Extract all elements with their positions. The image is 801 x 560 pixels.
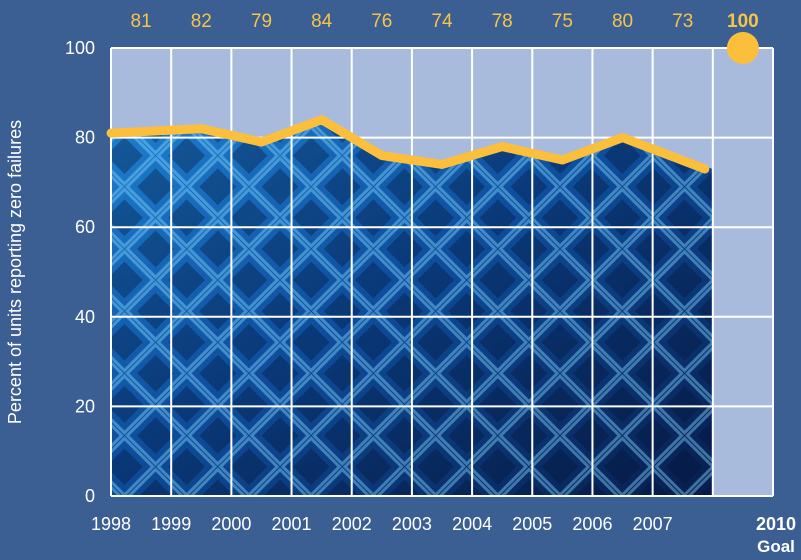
data-value-label: 80 xyxy=(612,11,633,32)
data-value-label: 73 xyxy=(672,11,693,32)
data-value-label: 78 xyxy=(492,11,513,32)
x-tick-label: 2001 xyxy=(272,514,312,534)
x-tick-label: 2003 xyxy=(392,514,432,534)
goal-marker xyxy=(726,32,759,64)
y-tick-label: 80 xyxy=(75,128,95,148)
y-tick-label: 20 xyxy=(75,396,95,416)
x-tick-label: 1998 xyxy=(91,514,131,534)
x-tick-label: 2006 xyxy=(572,514,612,534)
data-value-label: 79 xyxy=(251,11,272,32)
plot-area xyxy=(111,48,773,497)
data-value-label: 84 xyxy=(311,11,333,32)
data-line-layer xyxy=(106,32,759,174)
goal-year-label: 2010 xyxy=(756,514,796,534)
x-tick-label: 1999 xyxy=(151,514,191,534)
y-tick-label: 40 xyxy=(75,307,95,327)
goal-value-label: 100 xyxy=(727,11,759,32)
x-tick-label: 2004 xyxy=(452,514,492,534)
data-value-label: 75 xyxy=(552,11,573,32)
y-axis-label: Percent of units reporting zero failures xyxy=(5,120,25,424)
data-line xyxy=(106,115,710,174)
data-value-label: 81 xyxy=(131,11,152,32)
text-layer: 0 20 40 60 80 100 Percent of units reporting z… xyxy=(5,11,796,556)
x-tick-label: 2007 xyxy=(633,514,673,534)
grid xyxy=(110,47,774,497)
x-tick-label: 2005 xyxy=(512,514,552,534)
data-value-label: 74 xyxy=(431,11,453,32)
data-value-label: 82 xyxy=(191,11,212,32)
y-tick-label: 100 xyxy=(65,38,95,58)
y-tick-label: 0 xyxy=(85,486,95,506)
x-tick-label: 2002 xyxy=(332,514,372,534)
x-tick-label: 2000 xyxy=(211,514,251,534)
y-tick-label: 60 xyxy=(75,217,95,237)
goal-text-label: Goal xyxy=(757,537,795,556)
data-value-label: 76 xyxy=(371,11,392,32)
